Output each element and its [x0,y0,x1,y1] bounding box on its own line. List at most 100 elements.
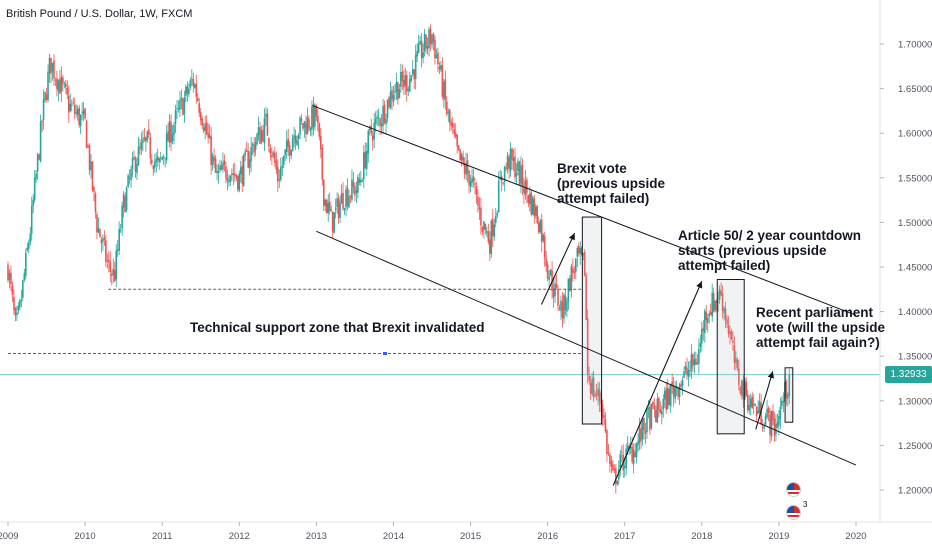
candle-body [239,167,242,175]
candle-body [758,401,761,413]
candle-body [374,118,377,124]
candle-body [131,158,134,169]
candle-body [259,127,261,144]
candle-body [628,445,630,449]
candle-body [225,166,227,179]
y-tick-label: 1.65000 [898,84,932,95]
candle-body [395,82,398,93]
candle-body [643,418,645,431]
candle-body [625,448,628,469]
candle-body [41,120,43,122]
candle-body [592,377,595,398]
candle-body [441,65,444,97]
candle-body [712,293,715,312]
time-axis[interactable] [0,522,880,550]
candle-body [324,200,327,207]
candle-body [400,72,402,87]
annotation-brexit[interactable]: Brexit vote (previous upside attempt fai… [557,161,666,206]
candle-body [711,292,713,317]
candle-body [460,154,463,161]
candle-body [666,387,669,409]
candle-body [582,253,585,255]
candle-body [103,237,106,240]
price-axis[interactable] [880,0,932,522]
candle-body [680,383,682,387]
candle-body [100,239,103,244]
candle-body [397,82,399,100]
candle-body [299,117,301,135]
candle-body [176,108,178,109]
candle-body [33,177,36,201]
candle-body [189,80,192,88]
candle-body [192,78,195,86]
candle-body [182,99,184,116]
candle-body [607,452,610,454]
candle-body [330,209,332,212]
chart-title: British Pound / U.S. Dollar, 1W, FXCM [6,8,193,20]
candle-body [321,147,324,180]
candle-body [653,405,656,410]
candle-body [87,145,89,147]
candle-body [497,180,500,213]
y-tick-label: 1.45000 [898,263,932,274]
candle-body [320,135,322,150]
candle-body [363,152,365,180]
candle-body [7,264,9,281]
candle-body [127,175,129,187]
candle-body [24,252,27,276]
candle-body [140,142,143,150]
annotation-support-zone[interactable]: Technical support zone that Brexit inval… [190,320,485,335]
candle-body [355,190,358,194]
annotation-article50[interactable]: Article 50/ 2 year countdown starts (pre… [678,228,862,273]
candle-body [437,52,439,65]
candle-body [14,308,17,316]
candle-body [558,307,561,309]
candle-body [564,295,567,311]
us-flag-icon[interactable] [786,505,801,520]
candle-body [309,127,312,131]
candle-body [96,214,98,233]
candle-body [60,76,63,92]
candle-body [391,89,393,100]
candle-body [226,177,229,182]
candle-body [125,187,128,211]
candle-body [188,88,190,95]
candle-body [277,167,279,182]
annotation-parliament[interactable]: Recent parliament vote (will the upside … [756,305,886,350]
candle-body [231,173,233,176]
candle-body [465,162,467,176]
candle-body [379,118,381,126]
candle-body [254,141,257,151]
candle-body [198,103,201,113]
candle-body [787,394,789,399]
candle-body [414,54,417,79]
candle-body [44,91,46,101]
x-tick-label: 2012 [229,531,250,542]
candle-body [358,179,361,183]
candle-body [84,108,86,119]
candle-body [85,120,88,149]
candle-body [448,109,451,123]
candle-body [641,417,644,440]
candle-body [606,430,608,454]
candle-body [738,368,740,386]
candle-body [177,108,180,110]
candle-body [775,424,777,434]
candle-body [266,113,269,136]
candle-body [603,415,605,419]
candle-body [93,187,95,192]
candle-body [563,294,565,319]
candle-body [153,161,156,168]
x-tick-label: 2018 [691,531,712,542]
candle-body [681,379,684,387]
brexit-box [581,216,603,425]
candle-body [726,319,728,325]
candle-body [336,198,338,208]
us-flag-icon[interactable] [786,482,801,497]
candle-body [549,269,552,276]
candle-body [352,181,355,188]
candle-body [669,383,672,407]
candle-body [660,410,663,415]
candle-body [542,234,544,241]
